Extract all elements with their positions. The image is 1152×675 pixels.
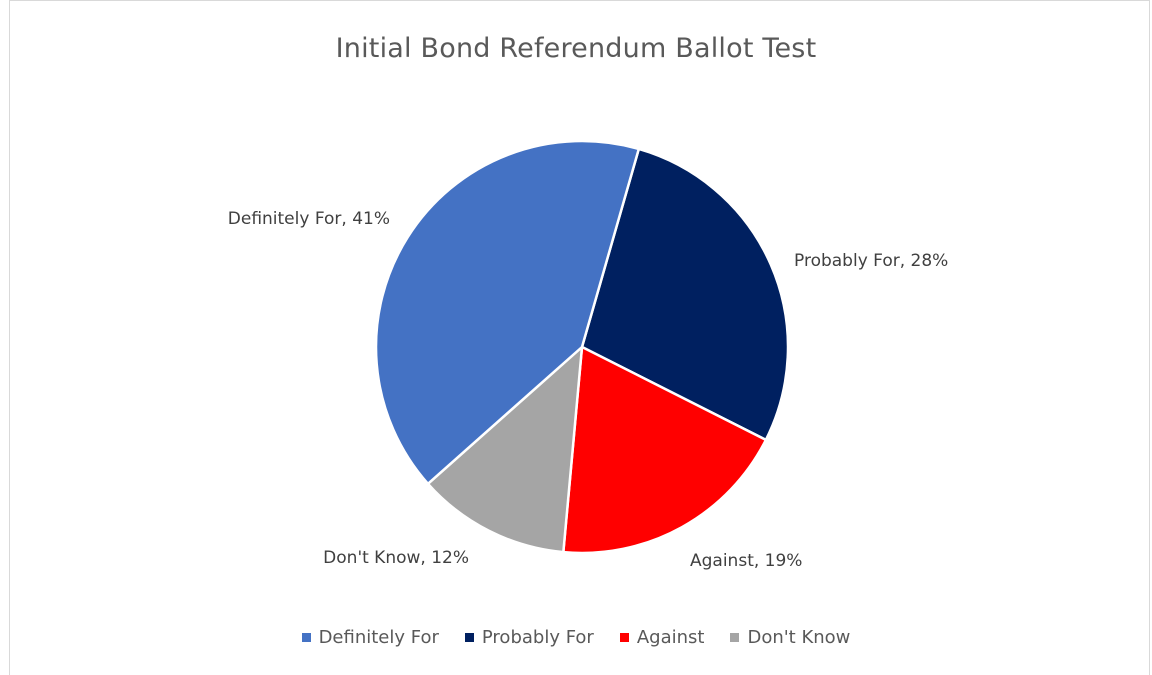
data-label-definitely-for: Definitely For, 41% bbox=[228, 209, 390, 229]
pie-slice-against bbox=[562, 345, 768, 555]
legend-label-probably-for: Probably For bbox=[481, 627, 594, 648]
chart-title: Initial Bond Referendum Ballot Test bbox=[335, 33, 817, 64]
legend-swatch-definitely-for bbox=[301, 633, 311, 642]
legend-item-definitely-for: Definitely For bbox=[301, 627, 439, 648]
chart-legend: Definitely For Probably For Against Don't K… bbox=[0, 627, 1152, 648]
legend-swatch-don-t-know bbox=[730, 633, 740, 642]
slice-labels: Definitely For, 41% Probably For, 28% Agai… bbox=[228, 209, 949, 571]
pie-slices bbox=[374, 139, 790, 555]
legend-label-don-t-know: Don't Know bbox=[747, 627, 851, 648]
legend-swatch-probably-for bbox=[464, 633, 474, 642]
data-label-probably-for: Probably For, 28% bbox=[794, 251, 948, 271]
legend-label-definitely-for: Definitely For bbox=[318, 627, 439, 648]
data-label-don-t-know: Don't Know, 12% bbox=[323, 548, 469, 568]
legend-label-against: Against bbox=[636, 627, 705, 648]
data-label-against: Against, 19% bbox=[690, 551, 802, 571]
legend-item-against: Against bbox=[619, 627, 705, 648]
legend-swatch-against bbox=[619, 633, 629, 642]
legend-item-don-t-know: Don't Know bbox=[730, 627, 850, 648]
pie-slice-don-t-know bbox=[426, 345, 584, 554]
pie-slice-definitely-for bbox=[374, 139, 641, 486]
pie-slice-probably-for bbox=[580, 147, 790, 442]
legend-item-probably-for: Probably For bbox=[464, 627, 594, 648]
